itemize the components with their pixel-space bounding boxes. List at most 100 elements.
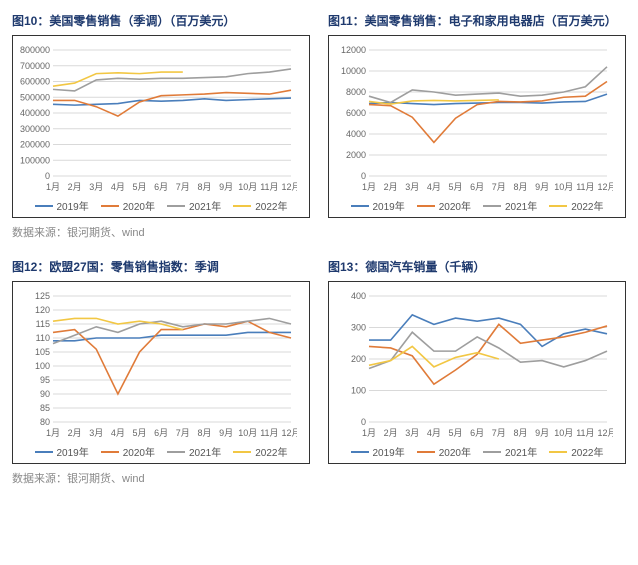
legend-swatch [233,205,251,207]
svg-text:9月: 9月 [219,182,233,192]
svg-text:7月: 7月 [176,428,190,438]
svg-text:8000: 8000 [346,87,366,97]
svg-text:90: 90 [40,389,50,399]
svg-text:300000: 300000 [20,124,50,134]
svg-text:6月: 6月 [470,428,484,438]
svg-text:6月: 6月 [154,428,168,438]
svg-text:9月: 9月 [219,428,233,438]
chart-box-0: 0100000200000300000400000500000600000700… [12,35,310,218]
svg-text:5月: 5月 [133,182,147,192]
legend-item: 2019年 [35,444,89,459]
legend-swatch [351,451,369,453]
svg-text:5月: 5月 [449,182,463,192]
svg-text:4月: 4月 [427,182,441,192]
svg-text:600000: 600000 [20,77,50,87]
legend-item: 2020年 [101,198,155,213]
legend-swatch [417,451,435,453]
svg-text:400000: 400000 [20,108,50,118]
svg-text:7月: 7月 [492,428,506,438]
svg-text:9月: 9月 [535,428,549,438]
svg-text:1月: 1月 [362,182,376,192]
legend-swatch [167,205,185,207]
svg-text:11月: 11月 [576,182,594,192]
legend-label: 2019年 [373,198,405,213]
chart-legend-0: 2019年 2020年 2021年 2022年 [17,198,305,213]
chart-block-1: 图11：美国零售销售：电子和家用电器店（百万美元） 02000400060008… [328,12,626,218]
chart-box-3: 01002003004001月2月3月4月5月6月7月8月9月10月11月12月… [328,281,626,464]
series-s2021 [53,318,291,343]
svg-text:200000: 200000 [20,140,50,150]
svg-text:3月: 3月 [405,428,419,438]
svg-text:8月: 8月 [513,182,527,192]
legend-label: 2020年 [123,444,155,459]
legend-label: 2022年 [255,198,287,213]
svg-text:100000: 100000 [20,155,50,165]
svg-text:5月: 5月 [133,428,147,438]
legend-label: 2021年 [505,444,537,459]
svg-text:3月: 3月 [89,428,103,438]
legend-item: 2020年 [417,444,471,459]
legend-label: 2019年 [57,198,89,213]
svg-text:85: 85 [40,403,50,413]
series-s2020 [53,90,291,116]
svg-text:95: 95 [40,375,50,385]
svg-text:125: 125 [35,291,50,301]
svg-text:400: 400 [351,291,366,301]
svg-text:6000: 6000 [346,108,366,118]
chart-plot-1: 0200040006000800010000120001月2月3月4月5月6月7… [333,44,613,194]
svg-text:6月: 6月 [154,182,168,192]
legend-item: 2019年 [351,444,405,459]
chart-block-2: 图12：欧盟27国：零售销售指数：季调 80859095100105110115… [12,258,310,464]
svg-text:10月: 10月 [554,428,573,438]
legend-swatch [549,205,567,207]
svg-text:4月: 4月 [427,428,441,438]
legend-item: 2021年 [483,444,537,459]
svg-text:700000: 700000 [20,61,50,71]
chart-block-3: 图13：德国汽车销量（千辆） 01002003004001月2月3月4月5月6月… [328,258,626,464]
series-s2021 [369,332,607,368]
svg-text:2月: 2月 [384,428,398,438]
source-1: 数据来源：银河期货、wind [12,224,626,240]
svg-text:12月: 12月 [597,182,613,192]
chart-title-3: 图13：德国汽车销量（千辆） [328,258,626,275]
legend-swatch [167,451,185,453]
chart-title-1: 图11：美国零售销售：电子和家用电器店（百万美元） [328,12,626,29]
legend-label: 2021年 [189,198,221,213]
legend-label: 2022年 [255,444,287,459]
legend-swatch [101,205,119,207]
legend-item: 2022年 [549,444,603,459]
svg-text:4月: 4月 [111,428,125,438]
svg-text:10月: 10月 [238,182,257,192]
svg-text:10月: 10月 [554,182,573,192]
source-2: 数据来源：银河期货、wind [12,470,626,486]
legend-item: 2021年 [167,198,221,213]
svg-text:11月: 11月 [576,428,594,438]
series-s2022 [369,346,499,366]
legend-swatch [351,205,369,207]
svg-text:10月: 10月 [238,428,257,438]
svg-text:1月: 1月 [46,182,60,192]
chart-legend-3: 2019年 2020年 2021年 2022年 [333,444,621,459]
svg-text:0: 0 [361,417,366,427]
chart-legend-1: 2019年 2020年 2021年 2022年 [333,198,621,213]
legend-swatch [483,205,501,207]
svg-text:12月: 12月 [597,428,613,438]
chart-row-2: 图12：欧盟27国：零售销售指数：季调 80859095100105110115… [12,258,626,464]
chart-legend-2: 2019年 2020年 2021年 2022年 [17,444,305,459]
svg-text:4000: 4000 [346,129,366,139]
svg-text:2月: 2月 [68,182,82,192]
legend-label: 2019年 [373,444,405,459]
legend-item: 2022年 [549,198,603,213]
legend-item: 2020年 [101,444,155,459]
svg-text:3月: 3月 [89,182,103,192]
legend-item: 2021年 [167,444,221,459]
chart-title-0: 图10：美国零售销售（季调）（百万美元） [12,12,310,29]
legend-swatch [549,451,567,453]
svg-text:2月: 2月 [68,428,82,438]
svg-text:12月: 12月 [281,182,297,192]
series-s2019 [53,332,291,340]
svg-text:2000: 2000 [346,150,366,160]
series-s2020 [369,324,607,384]
svg-text:6月: 6月 [470,182,484,192]
svg-text:12000: 12000 [341,45,366,55]
